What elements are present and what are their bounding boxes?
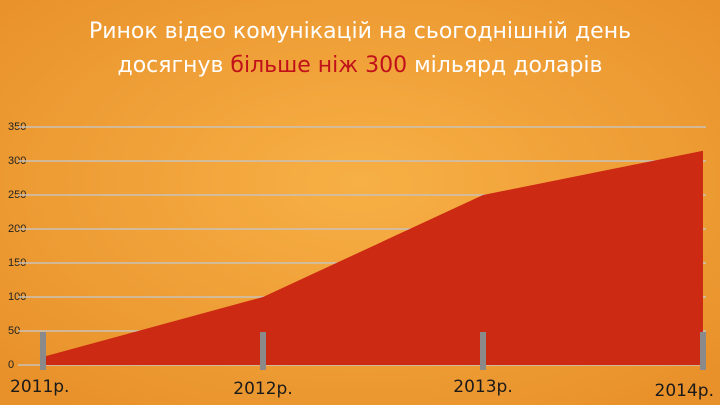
- plot: 0 50 100 150 200 250 300 350 2011р. 2012р. 2013р. 2…: [8, 121, 714, 401]
- category-marker: [260, 332, 266, 370]
- title-text: мільярд доларів: [407, 53, 602, 78]
- y-tick-label: 150: [8, 257, 26, 269]
- title-highlight: більше ніж 300: [230, 53, 407, 78]
- x-tick-label: 2011р.: [10, 377, 69, 397]
- title-text: досягнув: [118, 53, 231, 78]
- x-tick-label: 2012р.: [233, 379, 292, 399]
- y-tick-label: 50: [8, 325, 20, 337]
- y-tick-label: 300: [8, 155, 26, 167]
- y-tick-label: 0: [8, 359, 14, 371]
- category-marker: [700, 332, 706, 370]
- category-marker: [480, 332, 486, 370]
- title-line: Ринок відео комунікацій на сьогоднішній …: [89, 19, 631, 44]
- x-tick-label: 2013р.: [453, 377, 512, 397]
- x-tick-label: 2014р.: [655, 381, 714, 401]
- y-tick-label: 350: [8, 121, 26, 133]
- y-tick-label: 100: [8, 291, 26, 303]
- y-tick-label: 250: [8, 189, 26, 201]
- y-tick-label: 200: [8, 223, 26, 235]
- area: [43, 150, 703, 365]
- title-line: досягнув більше ніж 300 мільярд доларів: [118, 53, 603, 78]
- category-marker: [40, 332, 46, 370]
